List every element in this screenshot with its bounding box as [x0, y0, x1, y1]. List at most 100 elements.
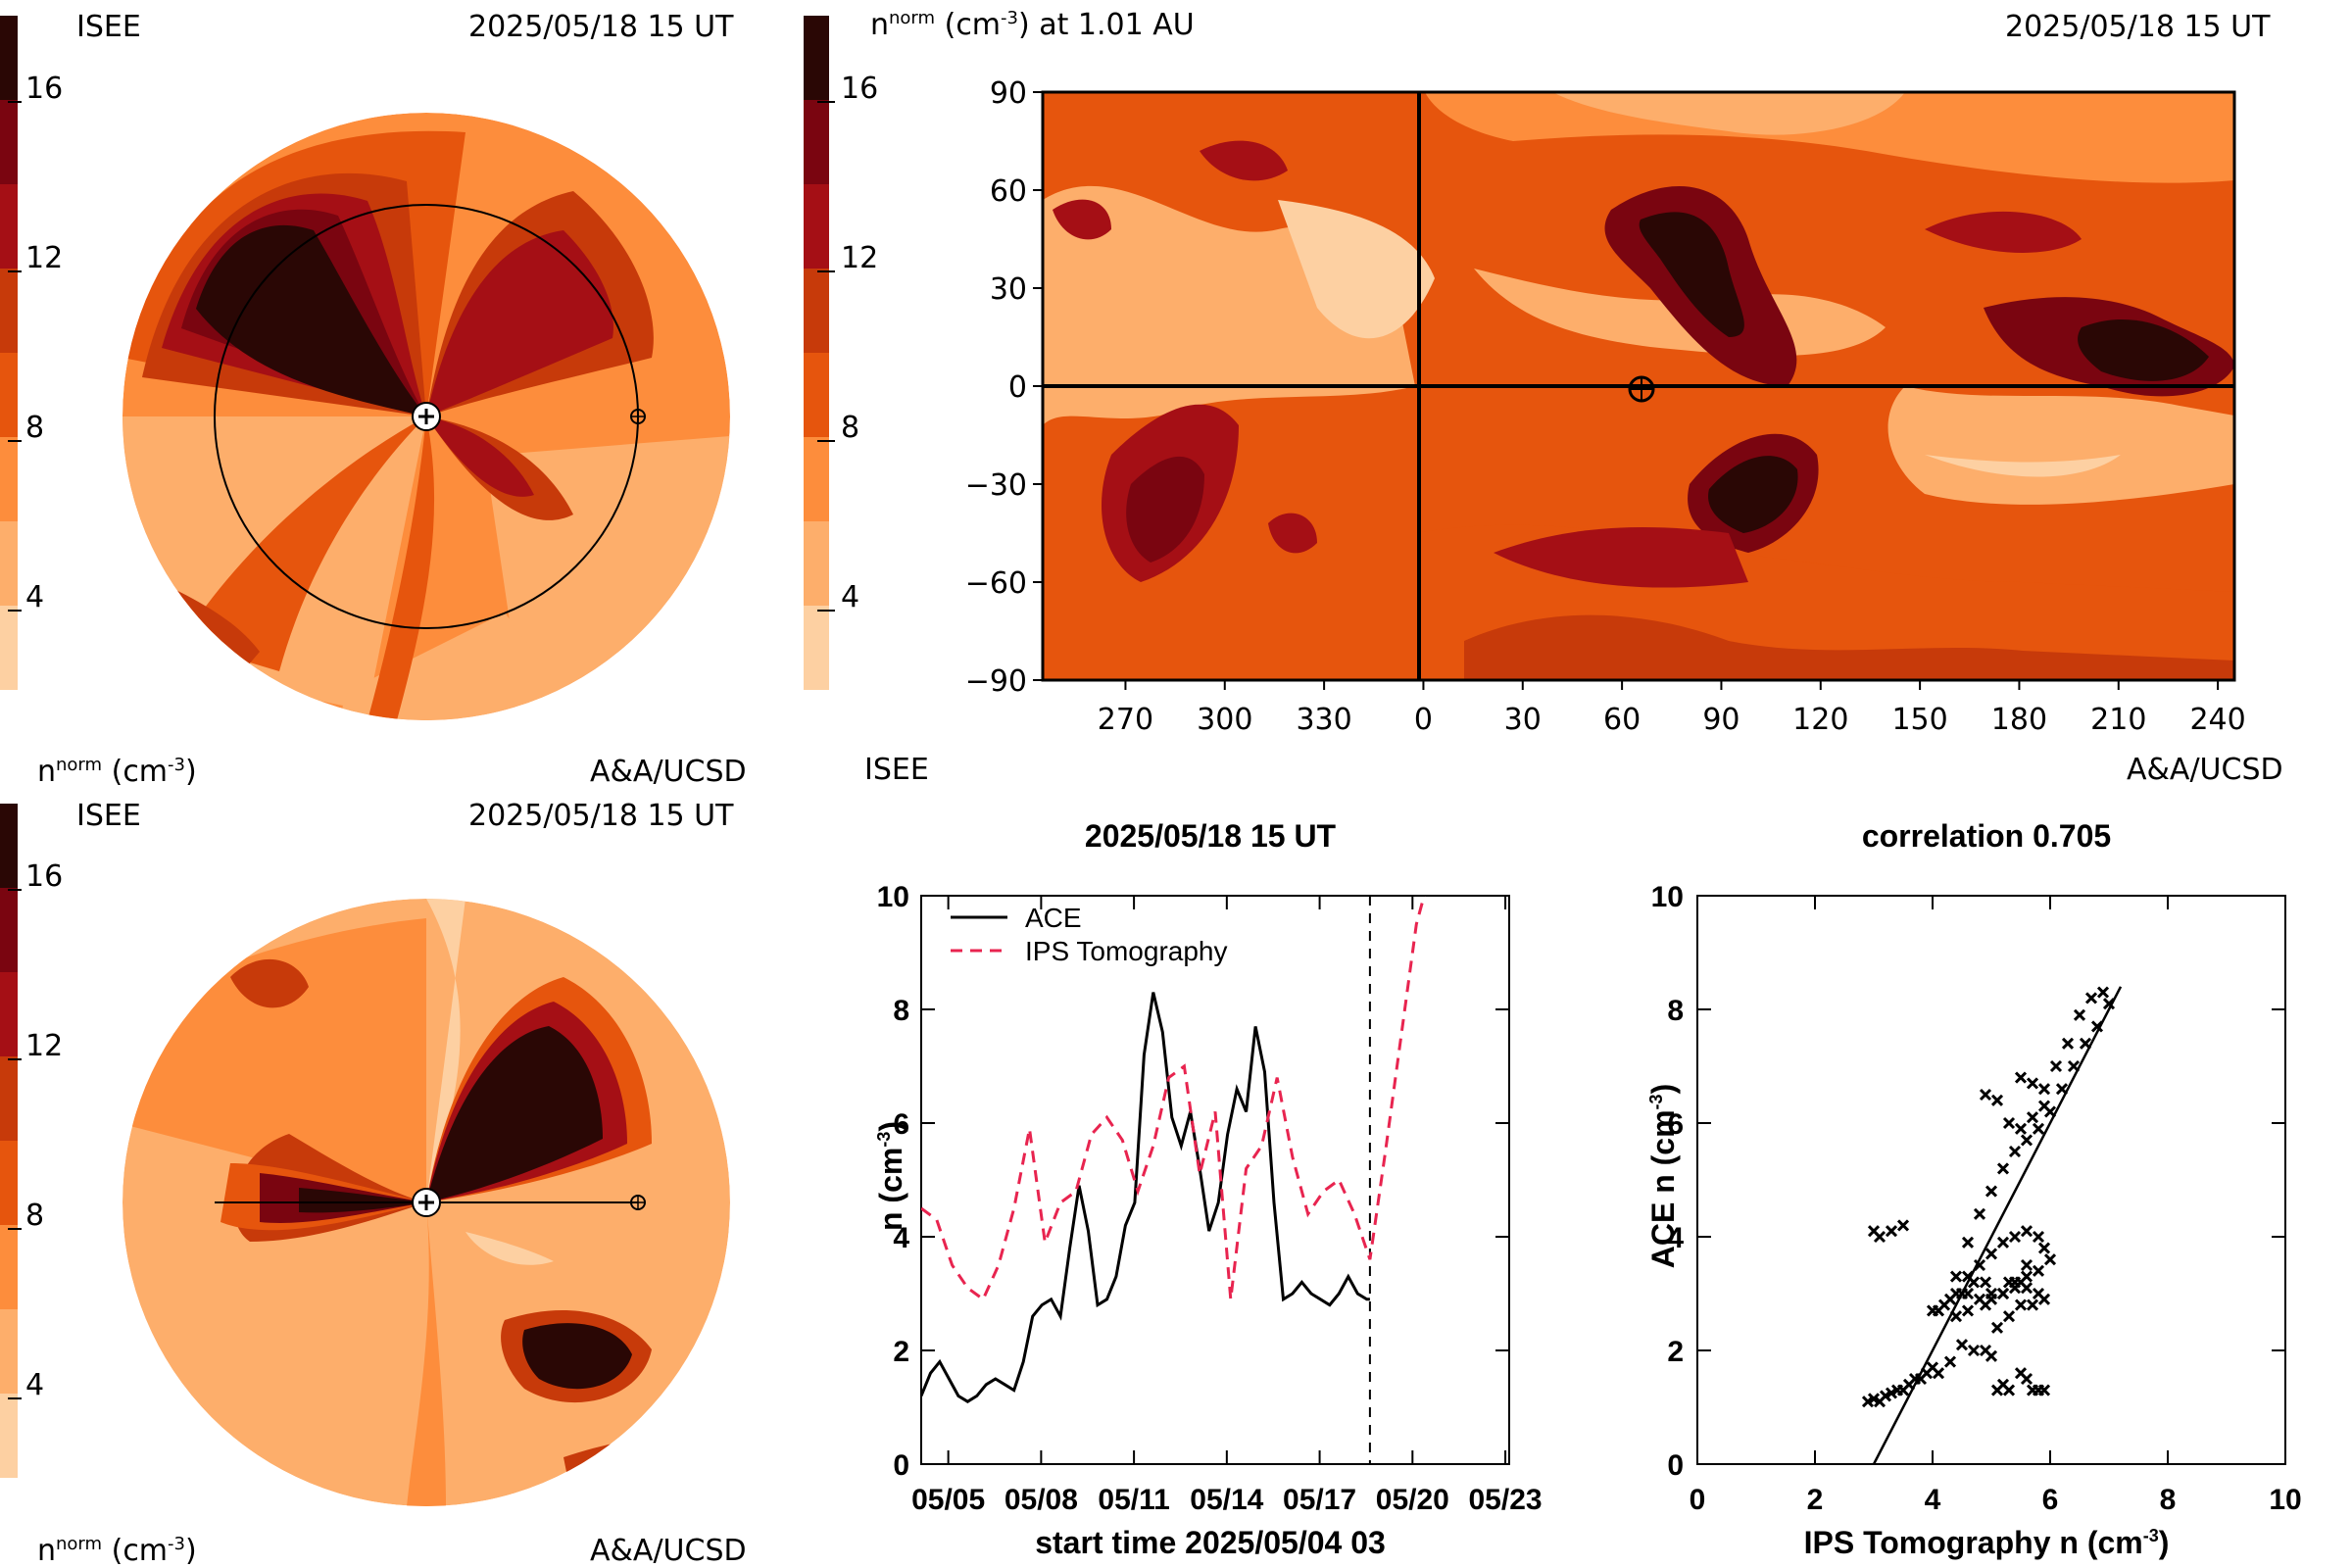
lon-tick-label: 90 — [1702, 703, 1740, 737]
timeseries-chart: 2025/05/18 15 UT 0 2 4 6 8 10 05/05 05/08 05/11 0… — [873, 818, 1543, 1560]
y-tick-label: 2 — [893, 1336, 909, 1368]
x-tick-label: 8 — [2160, 1484, 2177, 1516]
lat-tick-label: 0 — [1008, 370, 1027, 405]
scatter-point — [1961, 1304, 1975, 1317]
scatter-point — [1885, 1225, 1898, 1238]
scatter-point — [1885, 1387, 1898, 1399]
colorbar-band-2 — [0, 437, 18, 521]
scatter-point — [1955, 1339, 1969, 1351]
panel-c-timestamp: 2025/05/18 15 UT — [468, 799, 734, 833]
scatter-point — [1973, 1258, 1986, 1272]
lon-tick-label: 210 — [2090, 703, 2146, 737]
scatter-point — [2037, 1242, 2051, 1254]
timeseries-legend: ACE IPS Tomography — [951, 903, 1228, 966]
x-tick-label: 05/14 — [1190, 1484, 1263, 1516]
panel-a-timestamp: 2025/05/18 15 UT — [468, 10, 734, 44]
scatter-point — [2002, 1384, 2016, 1396]
lat-tick-label: 30 — [990, 272, 1027, 307]
panel-a-source: ISEE — [76, 10, 141, 44]
lon-tick-label: 240 — [2189, 703, 2244, 737]
scatter-point — [1961, 1236, 1975, 1249]
panel-a-polar-map — [122, 113, 730, 720]
scatter-point — [1949, 1287, 1963, 1300]
scatter-point — [2090, 1020, 2104, 1033]
scatter-point — [2020, 1372, 2034, 1386]
y-tick-label: 0 — [893, 1449, 909, 1482]
earth-icon — [630, 409, 646, 424]
scatter-point — [2067, 1059, 2081, 1073]
panel-b-colorbar: 16 12 8 4 — [804, 16, 878, 690]
scatter-point — [1990, 1094, 2004, 1106]
scatter-point — [1996, 1236, 2010, 1249]
panel-a-unit-label: nnorm (cm-3) — [37, 755, 197, 789]
panel-a-colorbar: 16 12 8 4 — [0, 16, 63, 690]
scatter-point — [1943, 1355, 1957, 1368]
y-tick-label: 6 — [893, 1108, 909, 1141]
scatter-point — [2002, 1276, 2016, 1289]
scatter-point — [1979, 1088, 1992, 1102]
lon-tick-label: 60 — [1603, 703, 1641, 737]
colorbar-tick: 4 — [841, 580, 859, 614]
lon-tick-label: 180 — [1991, 703, 2047, 737]
earth-icon — [630, 1195, 646, 1210]
panel-b-title: nnorm (cm-3) at 1.01 AU — [870, 8, 1195, 42]
x-tick-label: 0 — [1690, 1484, 1706, 1516]
colorbar-tick: 12 — [841, 241, 878, 275]
panel-c-polar-map — [122, 899, 730, 1506]
ips-series-line — [921, 896, 1426, 1302]
scatter-point — [2008, 1145, 2022, 1158]
scatter-point — [1984, 1185, 1998, 1198]
scatter-point — [2037, 1100, 2051, 1112]
y-tick-label: 0 — [1667, 1449, 1684, 1482]
scatter-point — [2102, 998, 2116, 1010]
panel-b-timestamp: 2025/05/18 15 UT — [2005, 10, 2271, 44]
scatter-point — [1879, 1390, 1892, 1402]
scatter-ylabel: ACE n (cm-3) — [1645, 1084, 1681, 1268]
lon-tick-label: 0 — [1414, 703, 1433, 737]
scatter-point — [2020, 1225, 2034, 1238]
y-tick-label: 8 — [1667, 995, 1684, 1027]
scatter-point — [2026, 1111, 2039, 1124]
panel-c-credit: A&A/UCSD — [590, 1534, 747, 1568]
colorbar-band-5 — [0, 184, 18, 269]
scatter-point — [2049, 1059, 2063, 1073]
panel-a-credit: A&A/UCSD — [590, 755, 747, 789]
y-tick-label: 2 — [1667, 1336, 1684, 1368]
scatter-point — [1932, 1367, 1945, 1380]
scatter-point — [1979, 1276, 1992, 1289]
lon-tick-label: 30 — [1504, 703, 1542, 737]
colorbar-band-7 — [0, 16, 18, 100]
scatter-point — [2032, 1230, 2045, 1244]
scatter-point — [2008, 1230, 2022, 1244]
scatter-point — [2002, 1116, 2016, 1130]
lat-tick-label: 90 — [990, 78, 1027, 111]
lat-tick-label: −30 — [965, 468, 1027, 503]
scatter-point — [2061, 1037, 2075, 1050]
y-tick-label: 8 — [893, 995, 909, 1027]
regression-line — [1872, 986, 2123, 1465]
scatter-point — [1961, 1270, 1975, 1283]
scatter-point — [1896, 1219, 1910, 1232]
x-tick-label: 05/23 — [1469, 1484, 1543, 1516]
scatter-point — [2032, 1264, 2045, 1277]
scatter-point — [1961, 1287, 1975, 1300]
scatter-point — [1937, 1298, 1951, 1311]
y-tick-label: 4 — [893, 1222, 909, 1254]
scatter-point — [1949, 1270, 1963, 1283]
scatter-point — [2020, 1258, 2034, 1272]
scatter-point — [1996, 1287, 2010, 1300]
lat-tick-label: 60 — [990, 174, 1027, 209]
panel-c-unit-label: nnorm (cm-3) — [37, 1534, 197, 1568]
scatter-point — [1996, 1162, 2010, 1175]
lon-tick-label: 150 — [1891, 703, 1947, 737]
scatter-point — [1973, 1207, 1986, 1220]
timeseries-title: 2025/05/18 15 UT — [1085, 818, 1337, 854]
colorbar-band-1 — [0, 521, 18, 606]
scatter-point — [2014, 1122, 2028, 1135]
y-tick-label: 10 — [877, 881, 909, 913]
scatter-point — [2032, 1287, 2045, 1300]
scatter-xlabel: IPS Tomography n (cm-3) — [1804, 1525, 2170, 1560]
scatter-point — [2026, 1298, 2039, 1311]
colorbar-tick: 12 — [25, 1029, 63, 1063]
scatter-point — [1873, 1230, 1886, 1244]
